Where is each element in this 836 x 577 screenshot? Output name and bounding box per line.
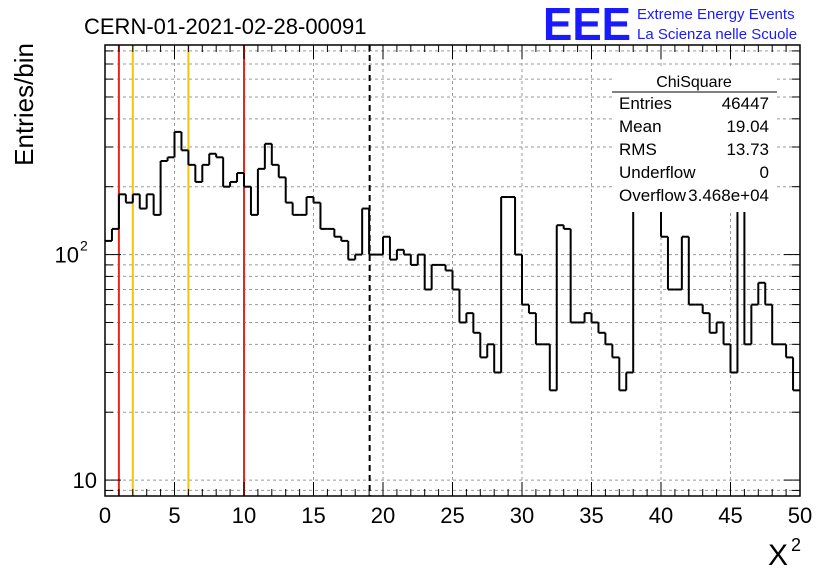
x-tick-label: 35 [579,503,603,528]
stats-row-label: Entries [619,94,672,113]
x-axis-label-exp: 2 [791,535,801,555]
x-tick-label: 15 [301,503,325,528]
stats-row-value: 19.04 [726,117,769,136]
stats-row-value: 0 [760,163,769,182]
chart-title: CERN-01-2021-02-28-00091 [84,14,367,39]
x-tick-label: 45 [718,503,742,528]
stats-rows: Entries 46447 Mean 19.04 RMS 13.73 Underflow 0 O… [619,94,769,205]
stats-title: ChiSquare [656,74,732,91]
y-axis-label: Entries/bin [9,43,39,166]
histogram [105,102,800,392]
stats-box: ChiSquare Entries 46447 Mean 19.04 RMS 13.73 U… [612,66,777,212]
marker-lines [117,45,371,496]
stats-row-label: RMS [619,140,657,159]
x-tick-label: 10 [232,503,256,528]
stats-row-value: 46447 [722,94,769,113]
y-tick-label-exp: 2 [80,238,88,254]
x-tick-label: 40 [649,503,673,528]
y-tick-label: 10 [55,243,79,268]
x-tick-label: 25 [440,503,464,528]
logo-line2: La Scienza nelle Scuole [637,26,797,43]
x-tick-label: 30 [510,503,534,528]
logo-line1: Extreme Energy Events [637,6,795,23]
stats-row-label: Underflow [619,163,696,182]
x-tick-label: 0 [99,503,111,528]
stats-row-value: 13.73 [726,140,769,159]
x-tick-label: 20 [371,503,395,528]
eee-logo: EEE Extreme Energy Events La Scienza nel… [543,0,797,50]
y-tick-label: 10 [73,468,97,493]
grid [105,45,800,496]
x-axis-label: Χ [768,539,788,572]
stats-row-value: 3.468e+04 [688,186,769,205]
logo-letters: EEE [543,0,631,50]
x-tick-label: 5 [168,503,180,528]
x-tick-label: 50 [788,503,812,528]
stats-row-label: Mean [619,117,662,136]
stats-row-label: Overflow [619,186,687,205]
